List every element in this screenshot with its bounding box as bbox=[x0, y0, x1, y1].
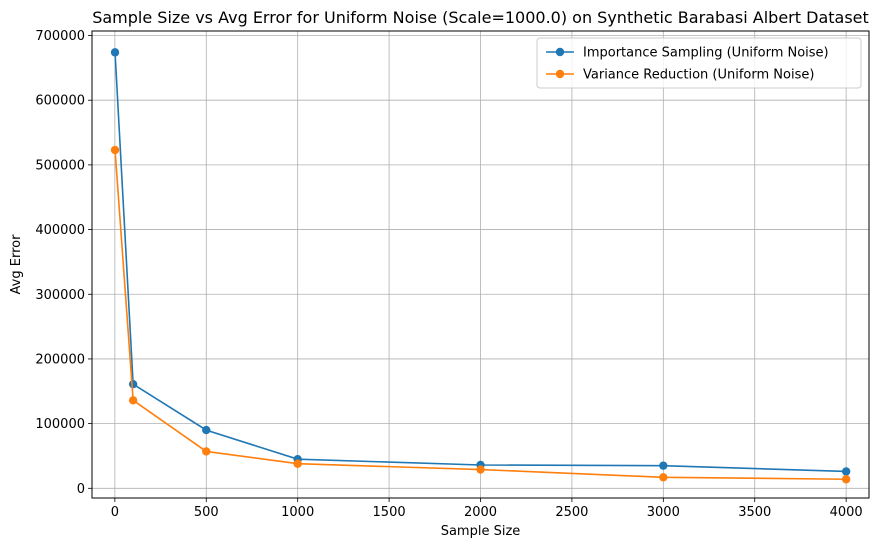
data-point bbox=[841, 475, 851, 484]
x-tick-label: 2000 bbox=[464, 505, 497, 520]
data-point bbox=[659, 461, 668, 470]
y-tick-label: 400000 bbox=[35, 223, 85, 238]
x-tick-label: 4000 bbox=[830, 505, 863, 520]
y-tick-label: 300000 bbox=[35, 288, 85, 303]
legend-item: Variance Reduction (Uniform Noise) bbox=[546, 68, 814, 83]
data-point bbox=[128, 379, 138, 389]
x-tick-label: 1000 bbox=[281, 505, 314, 520]
legend-label: Variance Reduction (Uniform Noise) bbox=[583, 68, 814, 83]
data-point bbox=[202, 425, 211, 435]
series-layer bbox=[110, 48, 851, 484]
x-axis-ticks: 0 500 1000 1500 2000 2500 3000 3500 4000 bbox=[111, 498, 863, 520]
x-tick-label: 3500 bbox=[738, 505, 771, 520]
x-tick-label: 0 bbox=[111, 505, 119, 520]
y-tick-label: 500000 bbox=[35, 158, 85, 173]
x-tick-label: 3000 bbox=[647, 505, 680, 520]
data-point bbox=[202, 447, 211, 456]
y-tick-label: 200000 bbox=[35, 352, 85, 367]
data-point bbox=[110, 145, 120, 155]
data-point bbox=[659, 473, 668, 482]
data-point bbox=[476, 465, 485, 474]
data-point bbox=[110, 48, 120, 57]
grid bbox=[92, 31, 869, 498]
x-tick-label: 500 bbox=[194, 505, 219, 520]
data-point bbox=[841, 467, 851, 476]
x-tick-label: 1500 bbox=[373, 505, 406, 520]
y-tick-label: 100000 bbox=[35, 417, 85, 432]
series-1 bbox=[110, 145, 851, 484]
chart-title: Sample Size vs Avg Error for Uniform Noi… bbox=[92, 8, 869, 27]
y-axis-ticks: 0 100000 200000 300000 400000 500000 600000 700… bbox=[35, 29, 92, 497]
data-point bbox=[293, 459, 302, 468]
y-tick-label: 0 bbox=[77, 482, 85, 497]
legend-marker bbox=[555, 47, 565, 57]
legend-marker bbox=[555, 69, 565, 79]
legend: Importance Sampling (Uniform Noise) Varia… bbox=[536, 37, 862, 89]
legend-label: Importance Sampling (Uniform Noise) bbox=[583, 46, 829, 61]
y-axis-label: Avg Error bbox=[9, 234, 24, 295]
x-tick-label: 2500 bbox=[555, 505, 588, 520]
y-tick-label: 600000 bbox=[35, 94, 85, 109]
legend-box bbox=[536, 37, 862, 89]
legend-item: Importance Sampling (Uniform Noise) bbox=[546, 46, 829, 61]
x-axis-label: Sample Size bbox=[441, 524, 521, 539]
y-tick-label: 700000 bbox=[35, 29, 85, 44]
data-point bbox=[128, 396, 138, 405]
